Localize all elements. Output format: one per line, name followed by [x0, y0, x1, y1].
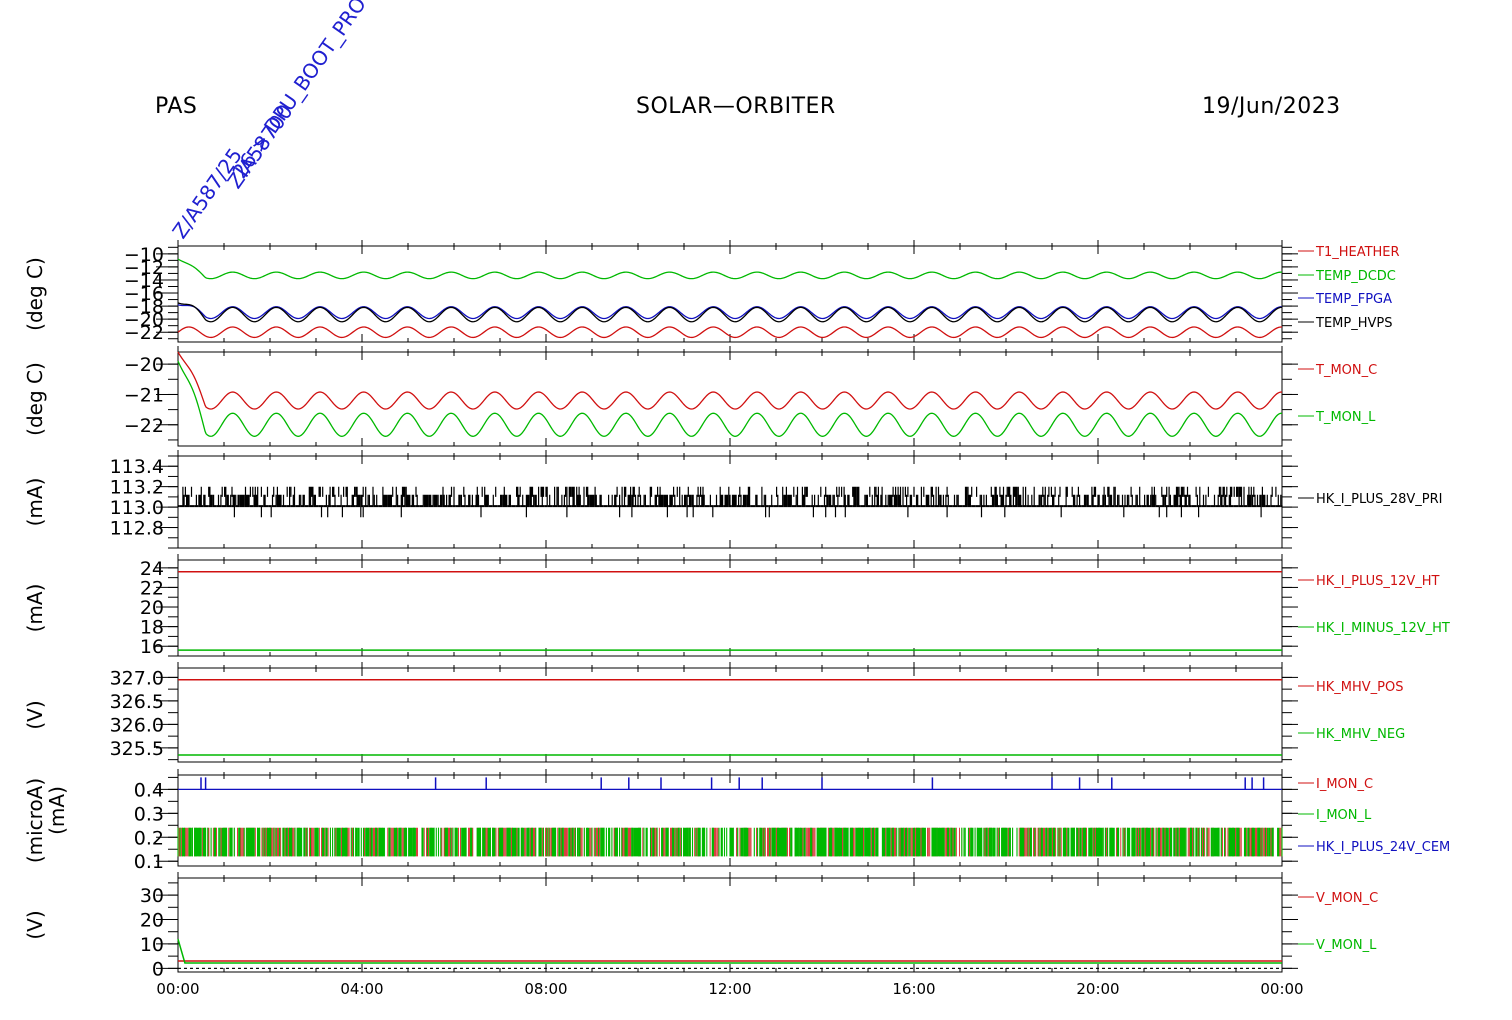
ytick-label: 20 — [140, 910, 164, 932]
series-line — [177, 304, 1283, 320]
series-line — [177, 360, 1283, 437]
ytick-label: 113.2 — [110, 477, 164, 499]
ytick-label: 30 — [140, 885, 164, 907]
ytick-label: −22 — [124, 415, 164, 437]
ytick-label: −14 — [124, 270, 164, 292]
legend-label: V_MON_C — [1316, 891, 1378, 906]
legend-label: TEMP_FPGA — [1315, 292, 1392, 307]
ytick-label: 18 — [140, 617, 164, 639]
y-axis-label-secondary: (mA) — [45, 786, 69, 835]
panel-frame — [177, 667, 1283, 763]
xtick-label: 12:00 — [708, 980, 751, 998]
ytick-label: 327.0 — [110, 667, 164, 689]
series-line — [177, 258, 1283, 280]
series-trace — [177, 827, 1283, 857]
event-annotation: ZIA58700 — [222, 100, 297, 193]
legend-label: HK_MHV_POS — [1316, 680, 1404, 695]
legend-label: T_MON_L — [1315, 410, 1376, 425]
ytick-label: 0.1 — [134, 851, 164, 873]
panel-frame — [177, 559, 1283, 657]
mission-label: SOLAR—ORBITER — [636, 94, 836, 119]
ytick-label: 20 — [140, 597, 164, 619]
series-trace — [177, 486, 1283, 518]
ytick-label: 10 — [140, 934, 164, 956]
legend-label: TEMP_HVPS — [1315, 316, 1392, 331]
xtick-label: 16:00 — [892, 980, 935, 998]
ytick-label: 113.0 — [110, 497, 164, 519]
legend-label: HK_I_MINUS_12V_HT — [1316, 621, 1450, 636]
legend-label: TEMP_DCDC — [1315, 269, 1396, 284]
panel-6: 0.40.30.20.1 (microA)(mA) I_MON_C I_MON_L HK… — [23, 769, 1450, 873]
ytick-label: 0 — [152, 958, 164, 980]
ytick-label: 0.4 — [134, 779, 164, 801]
series-line — [177, 326, 1283, 339]
legend-label: T1_HEATHER — [1315, 245, 1400, 260]
ytick-label: −10 — [124, 244, 164, 266]
ytick-label: −12 — [124, 257, 164, 279]
ytick-label: 24 — [140, 558, 164, 580]
instrument-label: PAS — [155, 94, 198, 119]
ytick-label: 16 — [140, 636, 164, 658]
panel-frame — [177, 245, 1283, 343]
xtick-label: 00:00 — [156, 980, 199, 998]
ytick-label: 22 — [140, 577, 164, 599]
ytick-label: −21 — [124, 384, 164, 406]
panel-2: −20 −21 −22 (deg C) T_MON_C T_MON_L — [23, 346, 1377, 447]
ytick-label: 325.5 — [110, 738, 164, 760]
series-line — [177, 351, 1283, 410]
date-label: 19/Jun/2023 — [1202, 94, 1341, 119]
legend-label: HK_I_PLUS_12V_HT — [1316, 574, 1440, 589]
xtick-label: 00:00 — [1260, 980, 1303, 998]
xtick-label: 04:00 — [340, 980, 383, 998]
legend-label: HK_I_PLUS_24V_CEM — [1316, 840, 1450, 855]
ytick-label: 113.4 — [110, 456, 164, 478]
ytick-label: 326.0 — [110, 714, 164, 736]
ytick-label: 0.3 — [134, 803, 164, 825]
legend-label: V_MON_L — [1316, 938, 1377, 953]
ytick-label: −16 — [124, 283, 164, 305]
ytick-label: 0.2 — [134, 827, 164, 849]
series-line — [177, 938, 1282, 964]
ytick-label: 326.5 — [110, 691, 164, 713]
panel-frame — [177, 877, 1283, 973]
xtick-label: 20:00 — [1076, 980, 1119, 998]
y-axis-label: (deg C) — [23, 362, 47, 436]
ytick-label: −18 — [124, 296, 164, 318]
ytick-label: 112.8 — [110, 518, 164, 540]
ytick-label: −22 — [124, 322, 164, 344]
legend-label: I_MON_C — [1316, 777, 1373, 792]
legend-label: T_MON_C — [1315, 363, 1377, 378]
y-axis-label: (mA) — [23, 584, 47, 633]
panel-1: −10−12−14−16−18−20−22 (deg C) T1_HEATHER TE… — [23, 240, 1400, 344]
xtick-label: 08:00 — [524, 980, 567, 998]
legend-label: I_MON_L — [1316, 808, 1372, 823]
y-axis-label: (deg C) — [23, 257, 47, 331]
legend-label: HK_MHV_NEG — [1316, 727, 1405, 742]
ytick-label: −20 — [124, 309, 164, 331]
y-axis-label: (V) — [23, 910, 47, 939]
ytick-label: −20 — [124, 354, 164, 376]
y-axis-label: (mA) — [23, 478, 47, 527]
y-axis-label: (microA) — [23, 778, 47, 863]
y-axis-label: (V) — [23, 700, 47, 729]
series-line — [177, 302, 1283, 323]
legend-label: HK_I_PLUS_28V_PRI — [1316, 492, 1442, 507]
